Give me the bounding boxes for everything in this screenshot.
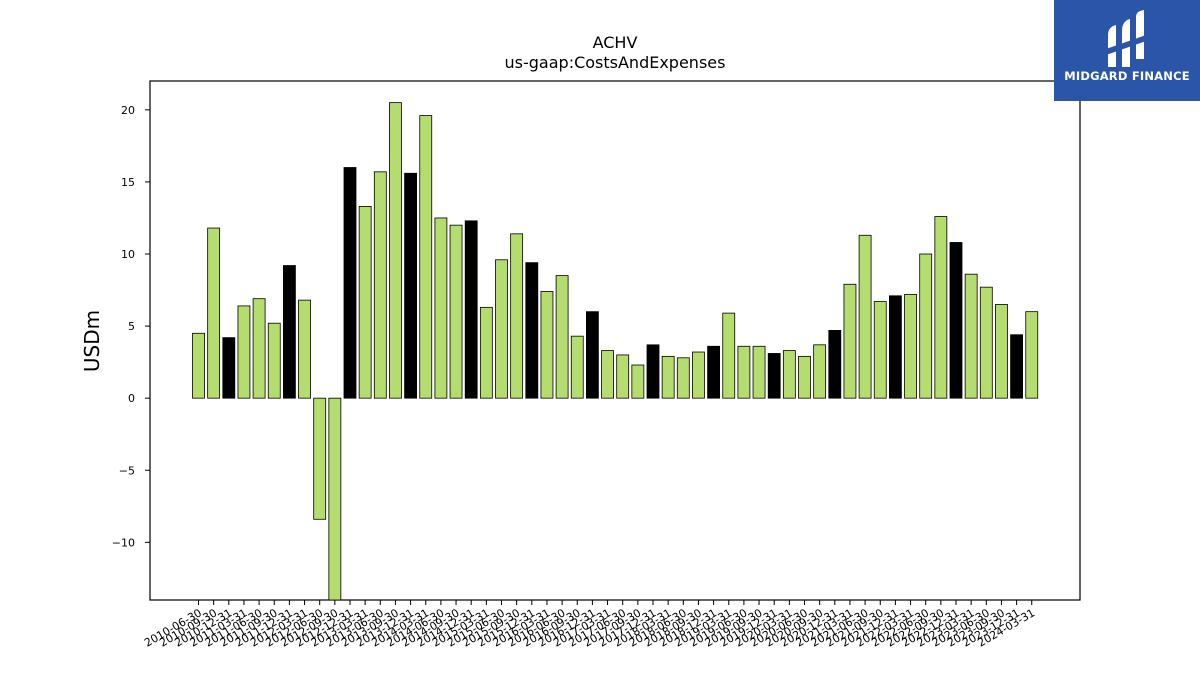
bar-2014-09-30 [449, 224, 463, 399]
bar-2024-03-31 [1025, 311, 1039, 399]
bar-2014-12-31 [464, 220, 478, 399]
y-tick-label: 20 [121, 104, 135, 117]
bar-2023-09-30 [995, 304, 1008, 399]
bar-2017-03-31 [601, 350, 614, 399]
bar-2018-06-30 [676, 357, 690, 399]
bar-2014-06-30 [434, 217, 448, 399]
bar-2023-03-31 [964, 273, 978, 399]
chart-title: ACHV [593, 33, 638, 52]
bar-2016-03-31 [540, 291, 554, 399]
bar-2016-09-30 [570, 335, 584, 399]
bar-2018-09-30 [692, 351, 705, 399]
bar-2012-09-30 [328, 397, 342, 601]
bar-2015-12-31 [525, 262, 539, 399]
bar-2016-12-31 [586, 311, 599, 399]
plot-area: −10 −5 0 5 10 15 20 2010-06-302010-09-302010-1… [112, 80, 1081, 650]
bar-2015-03-31 [479, 306, 493, 399]
bar-2020-03-31 [782, 350, 796, 399]
bar-2017-06-30 [616, 354, 630, 399]
bar-2015-06-30 [495, 259, 508, 399]
y-tick-label: −10 [112, 536, 135, 549]
y-tick-label: 5 [128, 320, 135, 333]
bar-2018-03-31 [661, 355, 675, 399]
bar-2014-03-31 [419, 115, 433, 399]
bar-2016-06-30 [555, 275, 569, 399]
y-axis: −10 −5 0 5 10 15 20 [112, 104, 150, 549]
bar-2021-03-31 [843, 283, 857, 399]
bar-2019-06-30 [737, 345, 751, 399]
x-axis: 2010-06-302010-09-302010-12-312011-03-31… [142, 600, 1037, 650]
bar-2022-09-30 [934, 216, 948, 399]
bar-2012-12-31 [343, 167, 357, 399]
midgard-logo-mark-icon [1106, 10, 1146, 67]
bar-2011-06-30 [252, 298, 266, 399]
y-tick-label: 10 [121, 248, 135, 261]
bar-2021-09-30 [873, 301, 887, 399]
bar-2011-03-31 [237, 305, 251, 399]
bar-2020-06-30 [798, 355, 811, 399]
bar-2012-06-30 [313, 397, 327, 520]
bar-2023-06-30 [979, 286, 993, 399]
chart-subtitle: us-gaap:CostsAndExpenses [505, 53, 726, 72]
bar-2010-12-31 [222, 337, 236, 399]
bar-2022-06-30 [919, 253, 933, 399]
bar-2017-12-31 [646, 344, 660, 399]
y-tick-label: 0 [128, 392, 135, 405]
y-axis-label: USDm [80, 310, 104, 372]
bar-2021-12-31 [889, 295, 902, 399]
plot-frame [149, 80, 1081, 601]
bar-2019-12-31 [767, 353, 781, 399]
midgard-logo: MIDGARD FINANCE [1054, 0, 1200, 101]
bar-2021-06-30 [858, 234, 872, 399]
bar-2019-03-31 [722, 312, 736, 399]
bar-2011-12-31 [282, 265, 296, 399]
bar-2013-12-31 [404, 172, 418, 399]
bar-2012-03-31 [298, 299, 311, 399]
y-tick-label: 15 [121, 176, 135, 189]
y-tick-label: −5 [119, 464, 135, 477]
bar-2020-09-30 [813, 344, 827, 399]
bar-2020-12-31 [828, 330, 842, 399]
bar-2010-06-30 [192, 332, 205, 399]
bar-2022-12-31 [949, 242, 963, 399]
logo-text: MIDGARD FINANCE [1064, 69, 1190, 83]
bar-2019-09-30 [752, 345, 766, 399]
bar-2013-09-30 [389, 102, 402, 399]
bars [192, 102, 1039, 601]
bar-2013-03-31 [358, 206, 372, 399]
bar-2010-09-30 [207, 227, 221, 399]
bar-2013-06-30 [373, 171, 387, 399]
bar-2023-12-31 [1010, 334, 1023, 399]
bar-2011-09-30 [267, 322, 281, 399]
bar-2017-09-30 [631, 364, 645, 399]
bar-2022-03-31 [904, 293, 917, 399]
bar-2015-09-30 [510, 233, 524, 399]
bar-2018-12-31 [707, 345, 720, 399]
